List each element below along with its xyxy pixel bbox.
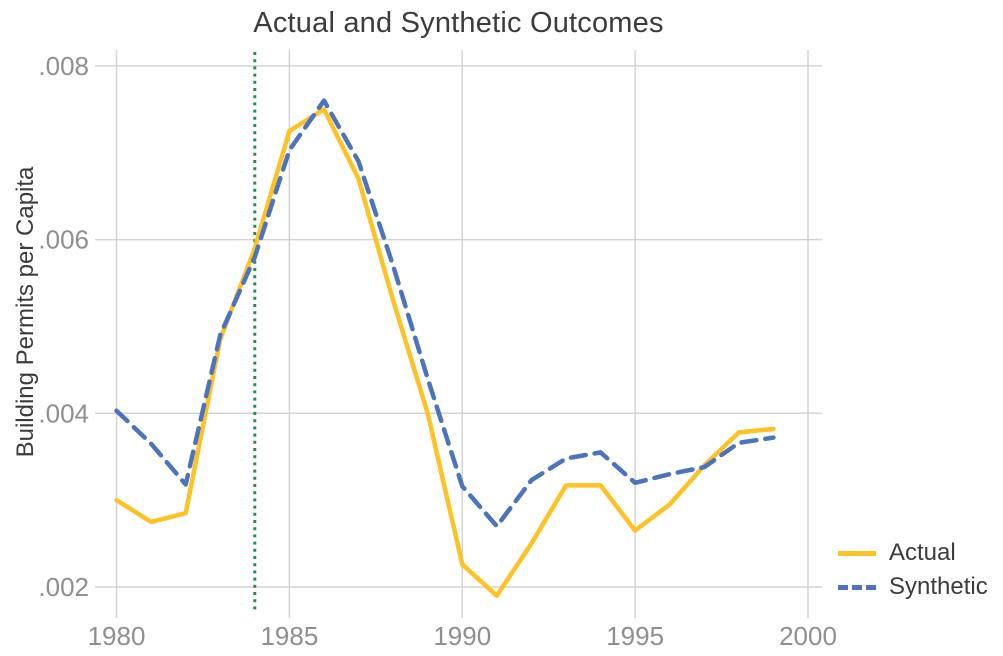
chart-title: Actual and Synthetic Outcomes	[253, 7, 664, 39]
legend: Actual Synthetic	[838, 539, 1003, 601]
x-tick-label: 1995	[606, 621, 664, 651]
y-tick-label: .002	[38, 572, 89, 602]
y-tick-label: .008	[38, 51, 89, 81]
legend-item-actual: Actual	[838, 539, 1003, 567]
x-tick-label: 2000	[779, 621, 837, 651]
actual-line-swatch-icon	[838, 550, 876, 556]
synthetic-line-swatch-icon	[838, 584, 876, 590]
legend-label-actual: Actual	[889, 539, 956, 566]
y-tick-label: .006	[38, 225, 89, 255]
x-tick-label: 1990	[433, 621, 491, 651]
x-tick-label: 1985	[260, 621, 318, 651]
synthetic-line	[114, 98, 776, 529]
legend-item-synthetic: Synthetic	[838, 573, 1003, 601]
y-tick-label: .004	[38, 398, 89, 428]
legend-label-synthetic: Synthetic	[889, 573, 988, 600]
actual-line	[114, 107, 776, 598]
x-tick-label: 1980	[88, 621, 146, 651]
